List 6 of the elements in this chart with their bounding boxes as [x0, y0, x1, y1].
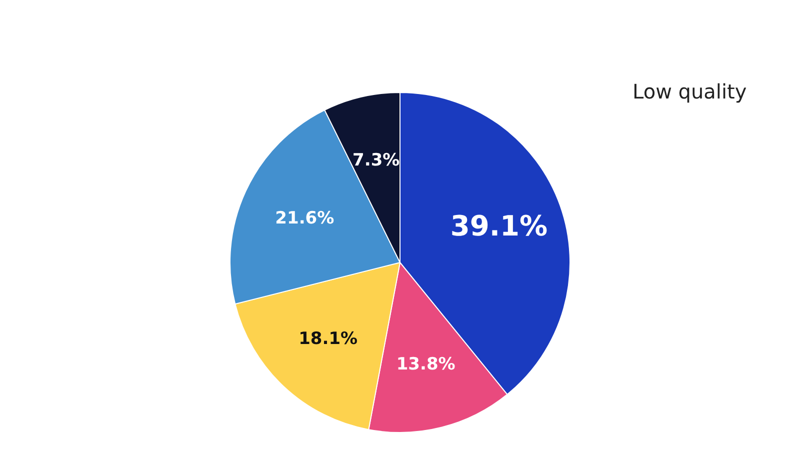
data-label: 21.6%: [275, 208, 334, 228]
data-label: 13.8%: [396, 354, 456, 374]
data-label: 39.1%: [450, 209, 548, 242]
slice-label: Low quality: [632, 79, 747, 104]
data-label: 18.1%: [298, 328, 358, 349]
data-label: 7.3%: [352, 150, 400, 170]
